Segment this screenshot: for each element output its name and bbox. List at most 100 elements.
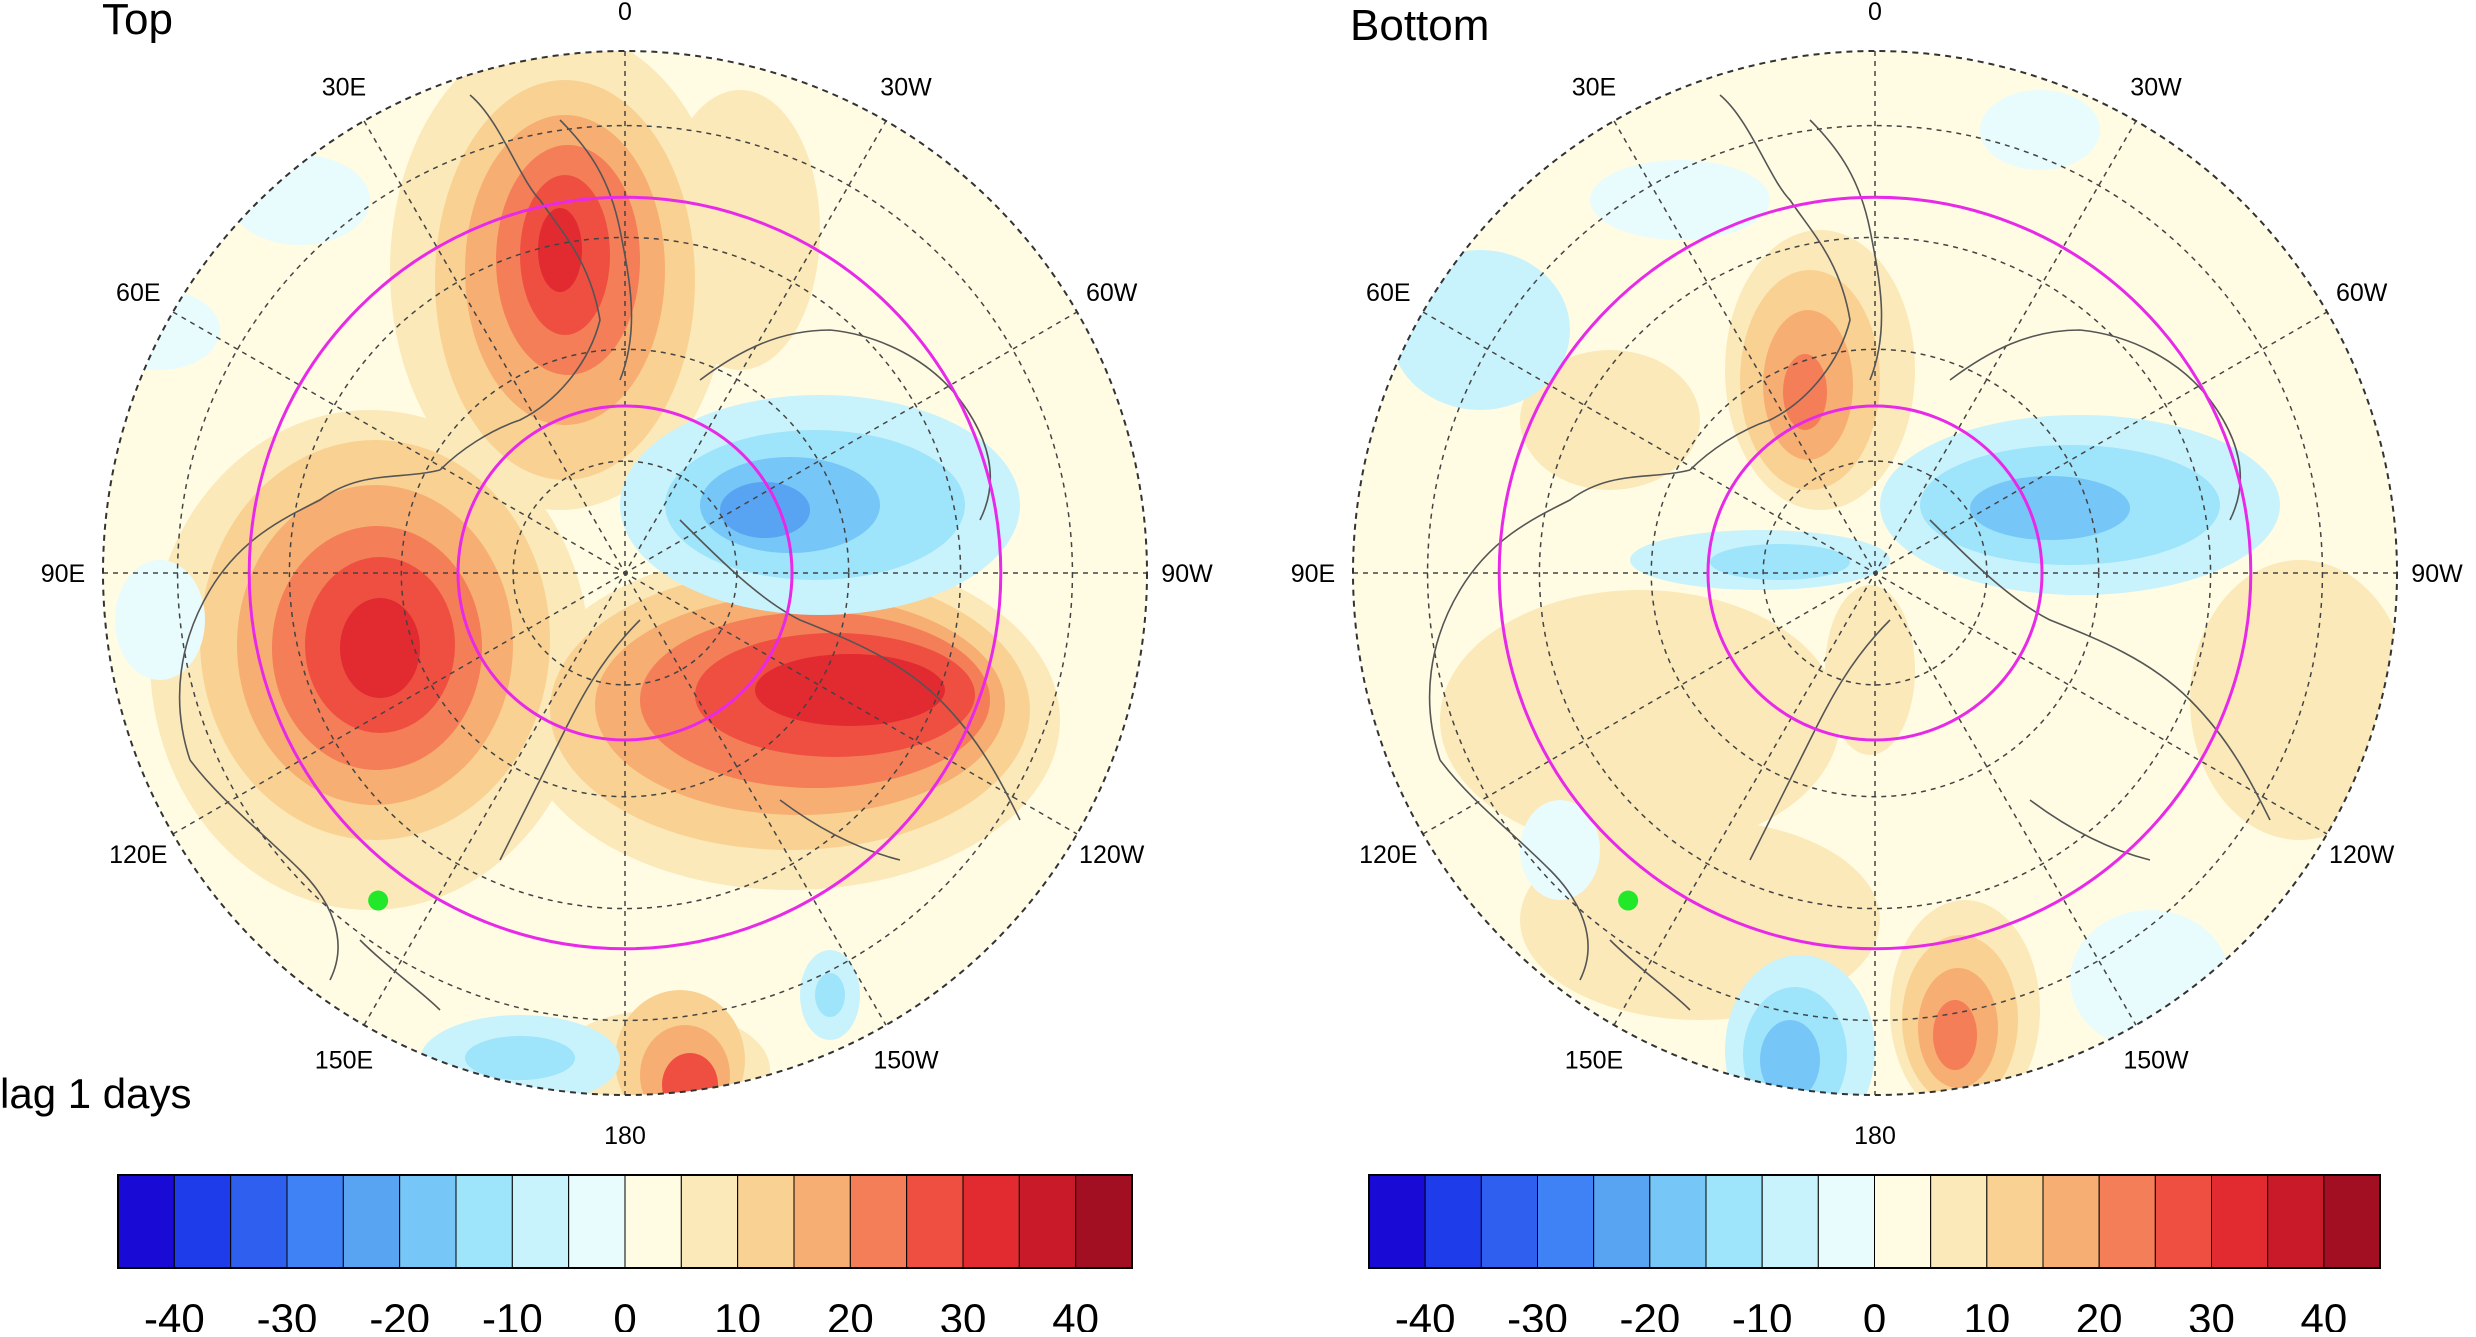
colorbar-swatch — [1705, 1174, 1763, 1269]
colorbar-tick-label: 0 — [1863, 1295, 1886, 1332]
colorbar-right: -40 -30 -20 -10 0 10 20 30 40 — [1368, 1174, 2381, 1337]
colorbar-swatch — [1537, 1174, 1595, 1269]
colorbar-swatch — [1593, 1174, 1651, 1269]
colorbar-tick-label: -20 — [1619, 1295, 1680, 1332]
colorbar-swatch — [1930, 1174, 1988, 1269]
colorbar-swatch — [2154, 1174, 2212, 1269]
longitude-label: 60W — [2336, 279, 2388, 307]
colorbar-tick-label: 30 — [940, 1295, 987, 1332]
colorbar-swatch — [737, 1174, 795, 1269]
colorbar-swatch — [1018, 1174, 1077, 1269]
colorbar-tick-label: -30 — [1507, 1295, 1568, 1332]
colorbar-tick-label: -20 — [369, 1295, 430, 1332]
longitude-labels-top: 0 30E 30W 60E 60W 90E 90W 120E 120W 150E 150W 180 — [41, 0, 1213, 1150]
graticule-bottom — [1353, 51, 2397, 1095]
longitude-label: 150W — [2123, 1047, 2189, 1075]
panel-title-bottom: Bottom — [1350, 1, 1489, 50]
longitude-label: 60E — [1366, 279, 1410, 307]
ring-inner-top — [456, 404, 794, 742]
latitude-circle — [1650, 348, 2100, 798]
colorbar-tick-label: 10 — [714, 1295, 761, 1332]
longitude-label: 150E — [1565, 1047, 1623, 1075]
longitude-label: 90E — [41, 560, 85, 588]
ring-outer-top — [247, 195, 1003, 951]
map-border-bottom — [1352, 50, 2398, 1096]
lag-annotation: lag 1 days — [0, 1070, 191, 1117]
longitude-label: 120E — [1359, 841, 1417, 869]
longitude-label: 30W — [880, 73, 932, 101]
colorbar-swatch — [1817, 1174, 1876, 1269]
latitude-circle — [400, 348, 850, 798]
colorbar-swatch — [962, 1174, 1020, 1269]
colorbar-swatch — [906, 1174, 964, 1269]
longitude-label: 90W — [1161, 560, 1213, 588]
colorbar-swatch — [2042, 1174, 2100, 1269]
colorbar-swatch — [624, 1174, 682, 1269]
colorbar-tick-label: 20 — [2076, 1295, 2123, 1332]
colorbar-tick-label: -30 — [257, 1295, 318, 1332]
map-panel-bottom: Bottom 0 30E 30W 60E 60W 90E 90W 120E 120W 150E 15… — [1291, 0, 2463, 1150]
colorbar-swatch — [455, 1174, 513, 1269]
longitude-label: 30E — [322, 73, 366, 101]
longitude-label: 180 — [604, 1122, 646, 1150]
colorbar-swatch — [568, 1174, 626, 1269]
meridian-line — [363, 120, 887, 1026]
shading-top — [103, 51, 1060, 1095]
latitude-circle — [1426, 124, 2324, 1022]
colorbar-swatch — [230, 1174, 288, 1269]
colorbar-tick-label: 30 — [2188, 1295, 2235, 1332]
colorbar-tick-label: -40 — [144, 1295, 205, 1332]
colorbar-swatch — [511, 1174, 570, 1269]
colorbar-swatch — [1761, 1174, 1819, 1269]
colorbar-tick-label: 40 — [1052, 1295, 1099, 1332]
colorbar-swatch — [849, 1174, 908, 1269]
colorbar-tick-label: 0 — [613, 1295, 636, 1332]
colorbar-swatch — [793, 1174, 851, 1269]
colorbar-swatch — [1075, 1174, 1133, 1269]
colorbar-swatch — [2267, 1174, 2325, 1269]
colorbar-swatch — [1649, 1174, 1707, 1269]
coastlines-top — [178, 94, 1021, 1011]
longitude-label: 180 — [1854, 1122, 1896, 1150]
longitude-label: 0 — [618, 0, 632, 26]
latitude-circle — [176, 124, 1074, 1022]
colorbar-swatch — [1986, 1174, 2044, 1269]
colorbar-swatch — [1874, 1174, 1932, 1269]
colorbar-swatch — [2098, 1174, 2156, 1269]
longitude-label: 150E — [315, 1047, 373, 1075]
panel-title-top: Top — [102, 0, 173, 44]
colorbar-tick-label: -10 — [482, 1295, 543, 1332]
map-border-top — [102, 50, 1148, 1096]
station-marker-top — [368, 890, 389, 911]
ring-inner-bottom — [1706, 404, 2044, 742]
coastlines-bottom — [1428, 94, 2271, 1011]
colorbar-swatch — [2211, 1174, 2269, 1269]
longitude-label: 60W — [1086, 279, 1138, 307]
longitude-label: 90W — [2411, 560, 2463, 588]
latitude-circle — [1538, 236, 2212, 910]
shading-bottom — [1390, 90, 2397, 1095]
colorbar-tick-label: -10 — [1732, 1295, 1793, 1332]
colorbar-left: -40 -30 -20 -10 0 10 20 30 40 — [117, 1174, 1133, 1337]
ring-outer-bottom — [1497, 195, 2253, 951]
longitude-label: 60E — [116, 279, 160, 307]
longitude-label: 90E — [1291, 560, 1335, 588]
colorbar-swatch — [173, 1174, 232, 1269]
colorbar-swatch — [1480, 1174, 1539, 1269]
colorbar-swatch — [1368, 1174, 1426, 1269]
graticule-top — [103, 51, 1147, 1095]
colorbar-swatch — [680, 1174, 739, 1269]
longitude-label: 120W — [1079, 841, 1145, 869]
colorbar-swatch — [399, 1174, 457, 1269]
longitude-label: 120E — [109, 841, 167, 869]
station-marker-bottom — [1618, 890, 1639, 911]
map-panel-top: Top 0 30E 30W 60E 60W 90E 90W 120E 120W 150E 150W 1… — [41, 0, 1213, 1150]
colorbar-frame — [1368, 1174, 2381, 1269]
colorbar-tick-label: 40 — [2300, 1295, 2347, 1332]
longitude-label: 120W — [2329, 841, 2395, 869]
meridian-line — [1613, 120, 2137, 1026]
longitude-labels-bottom: 0 30E 30W 60E 60W 90E 90W 120E 120W 150E 150W 180 — [1291, 0, 2463, 1150]
latitude-circle — [288, 236, 962, 910]
colorbar-swatch — [1424, 1174, 1482, 1269]
